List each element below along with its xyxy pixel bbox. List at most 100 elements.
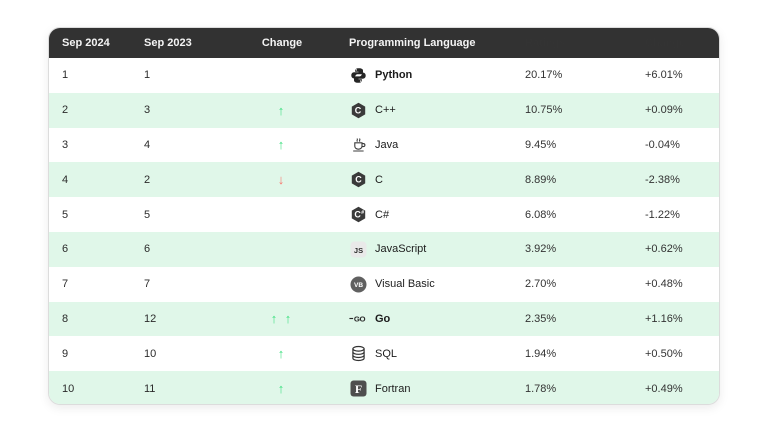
table-row: 1 1 Python 20. xyxy=(49,58,719,93)
rank-previous: 3 xyxy=(144,104,151,117)
language-cell: Python xyxy=(345,66,521,84)
sql-icon xyxy=(349,345,367,363)
rank-previous: 4 xyxy=(144,138,151,151)
rank-current: 5 xyxy=(62,208,69,221)
language-cell: F Fortran xyxy=(345,380,521,398)
rank-change-arrow: ↑ ↑ xyxy=(270,311,294,327)
rank-previous: 5 xyxy=(144,208,151,221)
ratings-value: 2.70% xyxy=(525,278,557,291)
language-cell: Java xyxy=(345,136,521,154)
language-label: Go xyxy=(375,312,391,325)
javascript-icon: JS xyxy=(349,240,367,258)
rank-previous: 2 xyxy=(144,173,151,186)
language-label: C xyxy=(375,173,383,186)
table-body: 1 1 Python 20. xyxy=(49,58,719,404)
rank-previous: 1 xyxy=(144,69,151,82)
ratings-change: +0.50% xyxy=(645,347,683,360)
table-row: 2 3 ↑ C C++ 10.75% +0.09% xyxy=(49,92,719,128)
rank-change-arrow: ↑ xyxy=(277,346,287,362)
rank-current: 9 xyxy=(62,347,69,360)
language-label: SQL xyxy=(375,347,398,360)
ratings-value: 9.45% xyxy=(525,138,557,151)
column-header-rank-change: Change xyxy=(261,37,303,49)
rank-change-arrow: ↑ xyxy=(277,102,287,118)
table-row: 7 7 VB Visual Basic 2.70% +0.48% xyxy=(49,266,719,302)
csharp-icon: C # xyxy=(349,206,367,224)
ratings-value: 10.75% xyxy=(525,104,563,117)
table-row: 10 11 ↑ F Fortran 1.78% +0.49% xyxy=(49,371,719,404)
c-icon: C xyxy=(349,171,367,189)
ratings-value: 1.78% xyxy=(525,382,557,395)
language-cell: GO Go xyxy=(345,310,521,328)
column-header-language: Programming Language xyxy=(349,37,476,49)
ratings-change: +6.01% xyxy=(645,69,683,82)
svg-text:#: # xyxy=(361,210,364,216)
language-label: Visual Basic xyxy=(375,278,435,291)
ratings-value: 2.35% xyxy=(525,312,557,325)
language-cell: C # C# xyxy=(345,206,521,224)
ratings-change: -0.04% xyxy=(645,138,680,151)
ratings-value: 3.92% xyxy=(525,243,557,256)
column-header-ratings: Ratings xyxy=(525,37,566,49)
rank-current: 10 xyxy=(62,382,75,395)
table-row: 9 10 ↑ SQL 1.94 xyxy=(49,336,719,372)
ratings-change: -2.38% xyxy=(645,173,680,186)
rank-current: 1 xyxy=(62,69,69,82)
language-label: Java xyxy=(375,138,399,151)
rank-current: 2 xyxy=(62,104,69,117)
column-header-ratings-change: Change xyxy=(645,37,686,49)
svg-text:C: C xyxy=(354,105,361,115)
language-label: JavaScript xyxy=(375,243,427,256)
rank-current: 6 xyxy=(62,243,69,256)
cpp-icon: C xyxy=(349,101,367,119)
table-row: 4 2 ↓ C C 8.89% -2.38% xyxy=(49,162,719,198)
rank-current: 3 xyxy=(62,138,69,151)
rank-previous: 6 xyxy=(144,243,151,256)
table-row: 8 12 ↑ ↑ GO Go 2.35% +1.16% xyxy=(49,301,719,337)
ratings-value: 20.17% xyxy=(525,69,563,82)
ratings-change: +0.09% xyxy=(645,104,683,117)
language-cell: C C xyxy=(345,171,521,189)
ratings-change: -1.22% xyxy=(645,208,680,221)
svg-text:VB: VB xyxy=(353,282,362,289)
language-cell: VB Visual Basic xyxy=(345,275,521,293)
column-header-rank-current: Sep 2024 xyxy=(62,37,110,49)
rank-current: 8 xyxy=(62,312,69,325)
ratings-change: +0.62% xyxy=(645,243,683,256)
table-row: 3 4 ↑ Java 9.45 xyxy=(49,127,719,163)
rank-previous: 11 xyxy=(144,382,156,395)
svg-text:JS: JS xyxy=(353,246,362,255)
go-icon: GO xyxy=(349,310,367,328)
svg-text:C: C xyxy=(355,175,362,185)
fortran-icon: F xyxy=(349,380,367,398)
table-header-row: Sep 2024 Sep 2023 Change Programming Lan… xyxy=(49,28,719,58)
language-ranking-table: Sep 2024 Sep 2023 Change Programming Lan… xyxy=(48,27,720,405)
rank-previous: 10 xyxy=(144,347,157,360)
rank-change-arrow: ↓ xyxy=(277,172,287,188)
svg-text:F: F xyxy=(354,382,361,396)
ratings-value: 1.94% xyxy=(525,347,557,360)
table-row: 5 5 C # C# 6.08% -1.22% xyxy=(49,197,719,232)
rank-current: 4 xyxy=(62,173,69,186)
rank-previous: 12 xyxy=(144,312,157,325)
rank-previous: 7 xyxy=(144,278,151,291)
language-cell: JS JavaScript xyxy=(345,240,521,258)
rank-change-arrow: ↑ xyxy=(277,381,287,397)
ratings-change: +0.49% xyxy=(645,382,683,395)
ratings-change: +1.16% xyxy=(645,312,683,325)
svg-text:C: C xyxy=(354,210,361,220)
language-cell: SQL xyxy=(345,345,521,363)
ratings-change: +0.48% xyxy=(645,278,683,291)
ratings-value: 6.08% xyxy=(525,208,557,221)
java-icon xyxy=(349,136,367,154)
language-label: Fortran xyxy=(375,382,411,395)
language-cell: C C++ xyxy=(345,101,521,119)
language-label: C# xyxy=(375,208,390,221)
language-label: Python xyxy=(375,69,413,82)
column-header-rank-previous: Sep 2023 xyxy=(144,37,192,49)
svg-text:GO: GO xyxy=(354,315,366,324)
rank-current: 7 xyxy=(62,278,69,291)
rank-change-arrow: ↑ xyxy=(277,137,287,153)
python-icon xyxy=(349,66,367,84)
visual-basic-icon: VB xyxy=(349,275,367,293)
